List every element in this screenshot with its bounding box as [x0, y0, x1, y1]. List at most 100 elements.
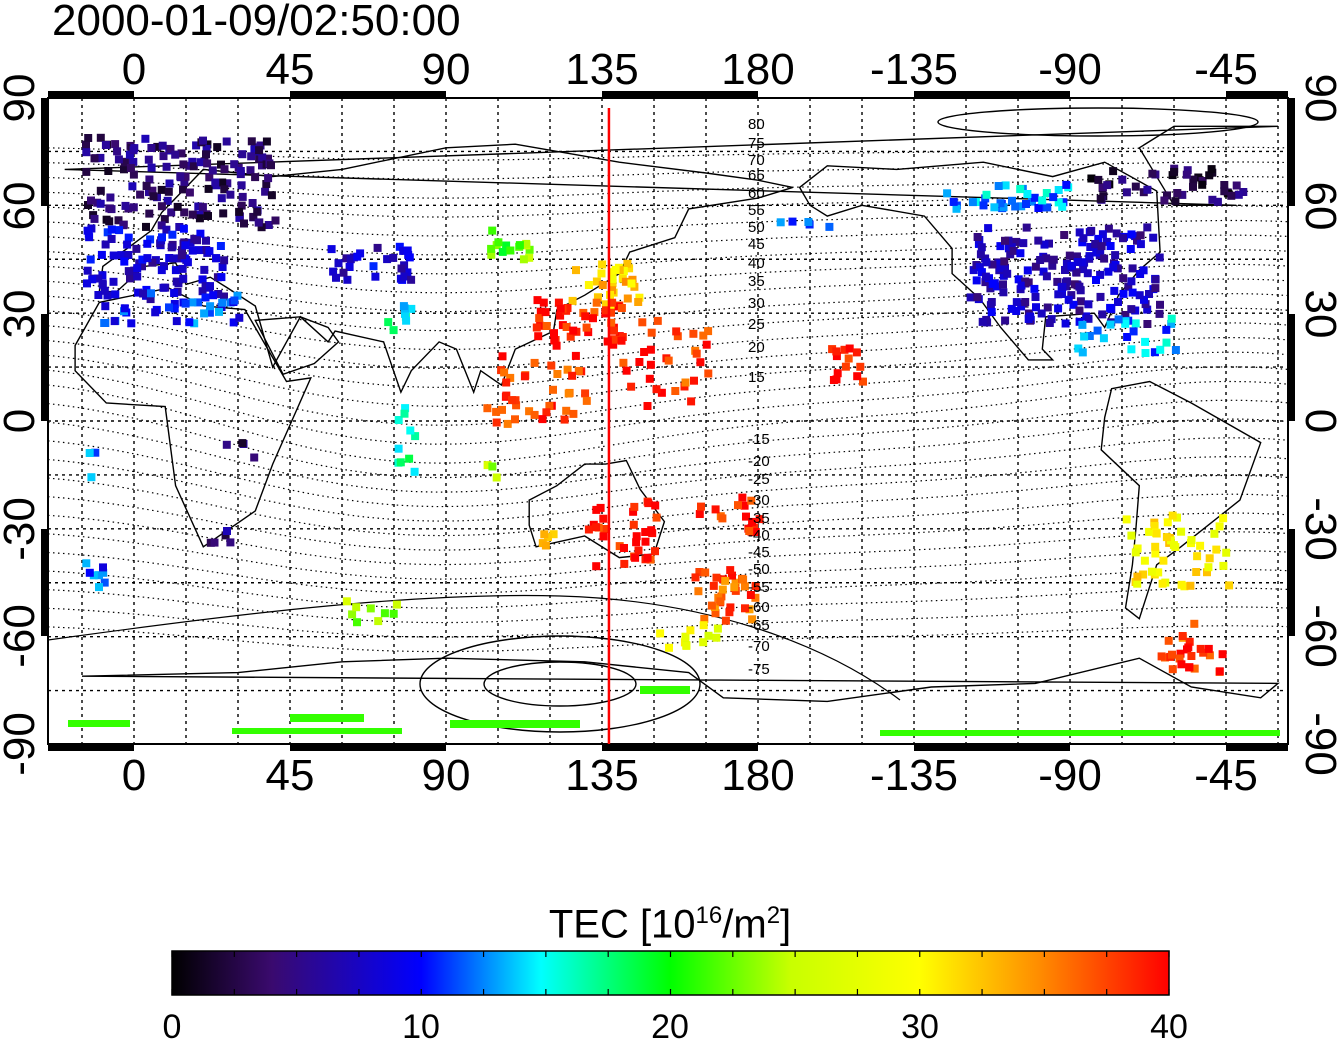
tec-cell — [973, 293, 982, 302]
tec-cell — [746, 591, 755, 599]
tec-cell — [627, 382, 636, 391]
border-segment — [1288, 98, 1295, 206]
lat-tick-label: -60 — [1296, 604, 1340, 668]
tec-cell — [1031, 293, 1040, 301]
tec-cell — [410, 467, 419, 476]
tec-cell — [643, 402, 652, 410]
tec-cell — [230, 296, 239, 305]
colorbar-title: TEC [1016/m2] — [0, 892, 1340, 948]
tec-cell — [153, 142, 162, 151]
tec-cell — [748, 615, 757, 624]
tec-cell — [1205, 554, 1214, 563]
tec-cell — [597, 269, 606, 278]
tec-cell — [164, 187, 173, 196]
tec-cell — [1131, 182, 1140, 191]
contour-line — [47, 625, 1289, 653]
tec-cell — [96, 199, 105, 208]
tec-cell — [641, 537, 650, 546]
tec-cell — [1078, 258, 1087, 267]
tec-cell — [181, 299, 190, 308]
tec-cell — [562, 406, 571, 415]
tec-cell — [519, 255, 528, 264]
contour-label: 50 — [748, 219, 765, 236]
tec-cell — [726, 603, 735, 612]
tec-cell — [397, 264, 406, 273]
tec-cell — [1150, 522, 1159, 530]
lat-tick-label: 60 — [1296, 181, 1340, 231]
tec-cell — [1128, 264, 1137, 273]
tec-cell — [1008, 196, 1016, 205]
tec-cell — [201, 282, 210, 291]
tec-cell — [185, 188, 194, 197]
tec-cell — [828, 345, 837, 354]
tec-cell — [195, 214, 204, 223]
tec-cell — [1058, 202, 1067, 211]
tec-cell — [488, 226, 497, 235]
tec-cell — [353, 618, 361, 627]
tec-cell — [532, 323, 541, 332]
tec-cell — [1149, 233, 1158, 242]
tec-cell — [617, 304, 626, 312]
tec-cell — [1007, 304, 1016, 313]
tec-cell — [721, 616, 730, 625]
tec-cell — [1177, 527, 1186, 536]
tec-cell — [1123, 333, 1132, 341]
tec-cell — [1140, 295, 1148, 304]
tec-cell — [534, 332, 543, 341]
lon-tick-label: 90 — [421, 751, 471, 800]
tec-cell — [124, 251, 133, 259]
tec-cell — [615, 542, 624, 551]
lon-tick-label: 135 — [565, 751, 639, 800]
tec-cell — [147, 289, 155, 298]
tec-cell — [1045, 239, 1053, 248]
tec-cell — [1207, 165, 1216, 174]
contour-line — [47, 190, 1289, 218]
coastline — [1100, 380, 1262, 620]
tec-cell — [1175, 654, 1184, 663]
tec-cell — [374, 617, 383, 626]
tec-cell — [975, 263, 984, 272]
lon-tick-label: 90 — [421, 45, 471, 94]
contour-label: -70 — [748, 638, 770, 655]
tec-cell — [506, 373, 515, 382]
tec-cell — [1145, 290, 1153, 298]
tec-cell — [1058, 282, 1067, 291]
tec-cell — [173, 202, 182, 211]
tec-cell — [105, 204, 114, 213]
tec-cell — [1168, 650, 1176, 659]
tec-cell — [699, 331, 708, 340]
tec-cell — [1225, 581, 1234, 590]
tec-cell — [1212, 545, 1221, 554]
tec-cell — [192, 141, 201, 150]
tec-cell — [740, 501, 749, 510]
tec-cell — [407, 304, 416, 313]
tec-cell — [219, 209, 228, 218]
tec-cell — [751, 582, 760, 590]
border-segment — [48, 744, 134, 751]
tec-cell — [1019, 239, 1028, 248]
tec-cell — [211, 178, 220, 187]
tec-cell — [671, 387, 680, 395]
tec-cell — [1151, 549, 1160, 558]
tec-cell — [181, 172, 190, 181]
tec-cell — [162, 162, 171, 171]
tec-cell — [651, 501, 660, 510]
tec-cell — [1045, 319, 1054, 327]
tec-cell — [389, 326, 398, 335]
tec-cell — [202, 236, 210, 245]
tec-cell — [218, 263, 227, 271]
tec-cell — [217, 273, 226, 282]
border-segment — [48, 91, 134, 98]
lat-tick-label: -60 — [0, 604, 44, 668]
tec-cell — [1185, 663, 1194, 672]
tec-cell — [492, 418, 501, 427]
tec-cell — [987, 308, 996, 316]
tec-cell — [1124, 282, 1133, 291]
tec-cell — [682, 641, 691, 650]
tec-cell — [1121, 319, 1130, 328]
tec-cell — [644, 499, 653, 508]
tec-cell — [1076, 297, 1085, 306]
tec-cell — [96, 133, 105, 142]
tec-cell — [1148, 169, 1157, 178]
tec-cell — [608, 298, 617, 307]
